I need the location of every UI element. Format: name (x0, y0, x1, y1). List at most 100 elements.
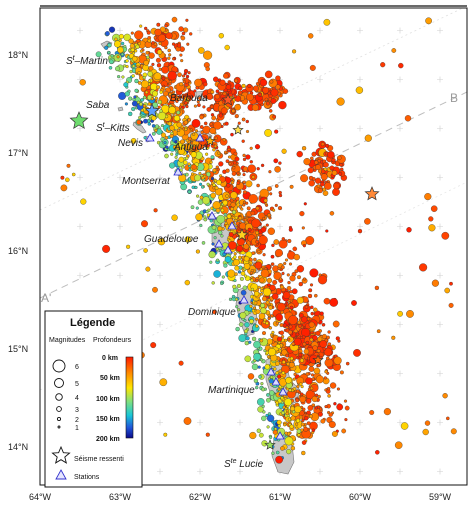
earthquake-point (284, 436, 294, 446)
earthquake-point (233, 151, 238, 156)
earthquake-point (241, 117, 246, 122)
earthquake-point (251, 175, 256, 179)
earthquake-point (288, 227, 293, 232)
lat-label-2: 16°N (8, 246, 28, 256)
earthquake-point (187, 162, 191, 166)
earthquake-point (243, 243, 250, 250)
earthquake-point (185, 138, 189, 143)
legend-magnitude-6-circle (52, 359, 66, 373)
earthquake-point (277, 302, 286, 312)
earthquake-point (279, 277, 283, 281)
earthquake-point (181, 105, 185, 109)
earthquake-point (257, 365, 261, 369)
legend-felt-star-icon (51, 445, 71, 464)
lat-label-3: 15°N (8, 344, 28, 354)
earthquake-point (214, 136, 218, 140)
earthquake-point (322, 347, 327, 351)
earthquake-point (251, 363, 259, 371)
earthquake-point (319, 340, 328, 348)
station-triangle-2 (214, 239, 224, 248)
earthquake-point (295, 422, 299, 426)
lon-label-2: 62°W (189, 492, 212, 502)
earthquake-point (148, 52, 155, 59)
earthquake-point (260, 269, 270, 278)
label-st-martin: St–Martin (66, 55, 108, 67)
earthquake-point (130, 47, 135, 52)
earthquake-point (161, 132, 166, 138)
earthquake-point (165, 32, 173, 40)
earthquake-point (123, 64, 127, 68)
felt-earthquake-star-1 (144, 103, 160, 118)
earthquake-point (116, 55, 120, 59)
earthquake-point (267, 412, 271, 416)
earthquake-point (341, 428, 347, 434)
earthquake-point (178, 360, 184, 366)
earthquake-point (206, 171, 211, 177)
earthquake-point (140, 98, 144, 102)
label-montserrat: Montserrat (122, 176, 171, 187)
earthquake-point (95, 51, 102, 58)
earthquake-point (205, 432, 210, 437)
earthquake-point (313, 307, 318, 313)
earthquake-point (274, 166, 281, 173)
earthquake-point (450, 428, 457, 435)
earthquake-point (270, 262, 275, 266)
legend-magnitude-5: 5 (75, 381, 79, 388)
earthquake-point (185, 74, 190, 79)
earthquake-point (304, 416, 309, 421)
earthquake-point (150, 342, 157, 349)
earthquake-point (195, 206, 199, 210)
earthquake-point (150, 97, 154, 101)
earthquake-point (205, 66, 210, 72)
earthquake-point (325, 356, 330, 361)
earthquake-point (355, 86, 364, 94)
earthquake-point (193, 104, 197, 108)
earthquake-point (283, 423, 287, 427)
earthquake-point (141, 220, 148, 228)
earthquake-point (261, 387, 266, 392)
earthquake-point (292, 49, 297, 54)
earthquake-point (301, 440, 307, 445)
earthquake-point (281, 371, 285, 375)
earthquake-point (118, 33, 124, 39)
lat-label-1: 17°N (8, 148, 28, 158)
earthquake-point (225, 168, 230, 173)
earthquake-point (115, 66, 120, 72)
earthquake-point (292, 246, 298, 252)
earthquake-point (253, 291, 260, 297)
earthquake-point (279, 285, 285, 290)
earthquake-point (224, 150, 228, 154)
earthquake-point (261, 415, 267, 422)
earthquake-point (181, 74, 186, 78)
earthquake-point (308, 366, 315, 372)
earthquake-point (315, 330, 321, 336)
earthquake-point (230, 191, 238, 199)
earthquake-point (319, 311, 324, 316)
earthquake-point (351, 300, 357, 306)
earthquake-point (242, 173, 246, 177)
earthquake-point (226, 214, 232, 219)
earthquake-point (199, 182, 203, 186)
earthquake-point (297, 320, 301, 325)
earthquake-point (208, 251, 216, 259)
earthquake-point (238, 322, 244, 327)
earthquake-point (280, 265, 285, 270)
earthquake-point (279, 330, 285, 336)
earthquake-point (245, 119, 249, 124)
earthquake-point (249, 319, 254, 324)
earthquake-point (121, 75, 125, 79)
earthquake-point (343, 399, 348, 403)
earthquake-point (289, 356, 294, 361)
earthquake-point (332, 188, 340, 196)
station-triangle-5 (266, 367, 276, 376)
legend-stations-label: Stations (74, 474, 100, 481)
earthquake-point (155, 57, 161, 63)
legend-depth-0: 0 km (102, 355, 118, 362)
earthquake-point (199, 223, 203, 227)
earthquake-point (145, 266, 151, 272)
earthquake-point (325, 229, 329, 233)
station-triangle-0 (145, 133, 155, 142)
earthquake-point (398, 62, 404, 69)
earthquake-point (209, 219, 213, 223)
earthquake-point (230, 212, 234, 216)
